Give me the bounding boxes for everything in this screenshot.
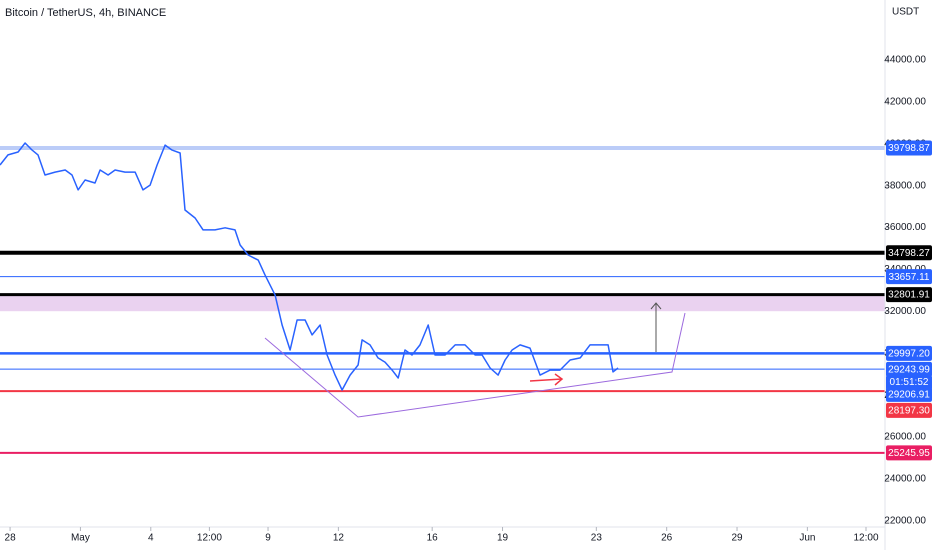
price-label: 25245.95	[888, 448, 930, 459]
x-tick-label: 28	[5, 533, 17, 544]
x-tick-label: May	[71, 533, 90, 544]
x-tick-label: 4	[148, 533, 154, 544]
y-tick-label: 36000.00	[884, 222, 926, 233]
price-line	[0, 142, 619, 391]
price-label: 32801.91	[888, 290, 930, 301]
zone	[0, 294, 885, 312]
y-tick-label: 32000.00	[884, 306, 926, 317]
chart-title: Bitcoin / TetherUS, 4h, BINANCE	[5, 7, 166, 19]
x-tick-label: 9	[265, 533, 271, 544]
y-tick-label: 42000.00	[884, 97, 926, 108]
y-tick-label: 22000.00	[884, 516, 926, 527]
price-label: 34798.27	[888, 248, 930, 259]
price-label: 28197.30	[888, 406, 930, 417]
currency: USDT	[892, 7, 919, 18]
price-label-bg	[886, 269, 932, 285]
x-tick-label: Jun	[799, 533, 815, 544]
price-label: 29206.91	[888, 390, 930, 401]
x-tick-label: 23	[591, 533, 603, 544]
price-label: 33657.11	[889, 272, 930, 283]
x-tick-label: 19	[497, 533, 509, 544]
x-tick-label: 16	[427, 533, 439, 544]
price-label-bg	[886, 402, 932, 418]
red-arrow	[529, 378, 563, 382]
price-label-bg	[886, 361, 932, 377]
countdown-bg	[886, 376, 932, 389]
x-tick-label: 12	[333, 533, 345, 544]
price-label-bg	[886, 345, 932, 361]
countdown: 01:51:52	[890, 377, 929, 388]
red-arrow-head	[554, 373, 564, 386]
price-label: 39798.87	[888, 143, 930, 154]
x-tick-label: 12:00	[853, 533, 878, 544]
y-tick-label: 24000.00	[884, 474, 926, 485]
price-label: 29997.20	[888, 349, 930, 360]
pattern-drawing	[264, 312, 686, 418]
price-label-bg	[886, 287, 932, 303]
price-label-bg	[886, 445, 932, 461]
up-arrow-head	[650, 302, 662, 310]
price-label-bg	[886, 386, 932, 402]
y-tick-label: 44000.00	[884, 55, 926, 66]
price-label: 29243.99	[888, 365, 930, 376]
y-tick-label: 26000.00	[884, 432, 926, 443]
x-tick-label: 12:00	[197, 533, 222, 544]
x-tick-label: 29	[731, 533, 743, 544]
price-label-bg	[886, 140, 932, 156]
price-label-bg	[886, 245, 932, 261]
y-tick-label: 38000.00	[884, 180, 926, 191]
x-tick-label: 26	[661, 533, 673, 544]
